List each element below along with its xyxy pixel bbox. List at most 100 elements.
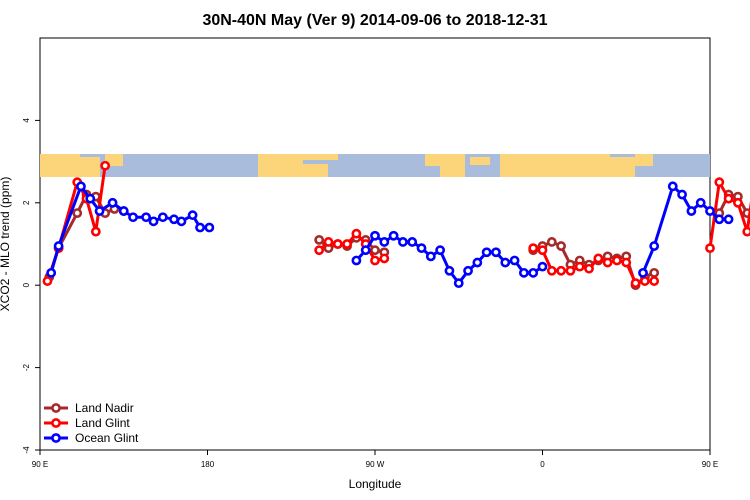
data-point <box>481 247 492 258</box>
chart-title: 30N-40N May (Ver 9) 2014-09-06 to 2018-1… <box>202 12 547 29</box>
data-point <box>518 267 529 278</box>
data-point <box>714 214 725 225</box>
series-layer <box>42 160 750 291</box>
data-point <box>742 226 750 237</box>
y-tick-label: -4 <box>22 446 31 454</box>
x-tick-label: 90 E <box>702 460 718 469</box>
data-point <box>314 245 325 256</box>
data-point <box>46 267 57 278</box>
data-point <box>351 255 362 266</box>
data-point <box>677 189 687 200</box>
data-point <box>509 255 520 266</box>
series-line <box>532 246 655 285</box>
legend-marker <box>51 418 61 428</box>
data-point <box>639 276 650 286</box>
data-point <box>546 265 557 276</box>
data-point <box>556 241 567 251</box>
y-tick-label: 0 <box>22 282 31 287</box>
data-point <box>723 193 734 204</box>
data-point <box>42 276 53 286</box>
legend-label: Land Glint <box>75 416 130 430</box>
data-point <box>314 234 325 245</box>
legend-marker <box>51 403 61 413</box>
data-point <box>323 237 334 247</box>
y-axis: -4 -2 0 2 4 <box>22 118 40 454</box>
data-point <box>379 237 390 247</box>
legend-marker <box>51 433 61 443</box>
data-point <box>621 257 632 268</box>
data-point <box>370 255 380 266</box>
data-point <box>53 241 64 251</box>
data-point <box>602 257 613 268</box>
data-point <box>649 241 660 251</box>
data-point <box>463 265 473 276</box>
data-point <box>556 265 567 276</box>
map-strip-land <box>40 154 653 177</box>
x-tick-label: 90 W <box>366 460 385 469</box>
legend-label: Ocean Glint <box>75 431 139 445</box>
data-point <box>714 177 725 188</box>
data-point <box>416 243 427 254</box>
x-axis-title: Longitude <box>349 477 402 491</box>
y-axis-title: XCO2 - MLO trend (ppm) <box>0 177 12 312</box>
data-point <box>72 208 83 218</box>
series-line <box>49 184 210 274</box>
data-point <box>94 206 105 216</box>
data-point <box>388 230 399 241</box>
data-point <box>435 245 446 256</box>
x-tick-label: 90 E <box>32 460 48 469</box>
data-point <box>204 222 215 233</box>
data-point <box>76 181 86 192</box>
data-point <box>612 255 622 266</box>
data-point <box>351 228 362 239</box>
data-point <box>649 267 660 278</box>
data-point <box>630 278 641 289</box>
data-point <box>107 197 118 208</box>
data-point <box>148 216 159 227</box>
x-axis: 90 E 180 90 W 0 90 E <box>32 450 718 469</box>
y-tick-label: -2 <box>22 363 31 371</box>
data-point <box>176 216 187 227</box>
data-point <box>705 206 715 216</box>
data-point <box>90 226 101 237</box>
data-point <box>453 278 464 289</box>
data-point <box>195 222 205 233</box>
data-point <box>398 237 408 247</box>
data-point <box>100 160 111 171</box>
data-point <box>472 257 483 268</box>
data-point <box>141 212 151 223</box>
data-point <box>360 245 371 256</box>
data-point <box>537 261 548 272</box>
data-point <box>667 181 678 192</box>
data-point <box>649 276 660 286</box>
data-point <box>370 230 380 241</box>
data-point <box>169 214 179 225</box>
data-point <box>574 261 585 272</box>
y-tick-label: 2 <box>22 200 31 205</box>
data-point <box>370 245 380 256</box>
data-point <box>332 239 343 249</box>
data-point <box>584 263 594 274</box>
data-point <box>407 237 418 247</box>
data-point <box>528 267 539 278</box>
x-tick-label: 0 <box>540 460 545 469</box>
data-point <box>425 251 436 262</box>
data-point <box>537 245 548 256</box>
data-point <box>157 212 168 223</box>
data-point <box>379 253 390 264</box>
data-point <box>491 247 501 258</box>
y-tick-label: 4 <box>22 118 31 123</box>
x-tick-label: 180 <box>201 460 215 469</box>
plot-frame <box>39 37 711 451</box>
data-point <box>695 197 706 208</box>
data-point <box>500 257 511 268</box>
data-point <box>593 253 604 264</box>
data-point <box>733 197 743 208</box>
data-point <box>187 210 198 221</box>
data-point <box>444 265 455 276</box>
data-point <box>342 239 352 249</box>
data-point <box>723 214 734 225</box>
series-line <box>708 180 750 249</box>
legend-label: Land Nadir <box>75 401 134 415</box>
